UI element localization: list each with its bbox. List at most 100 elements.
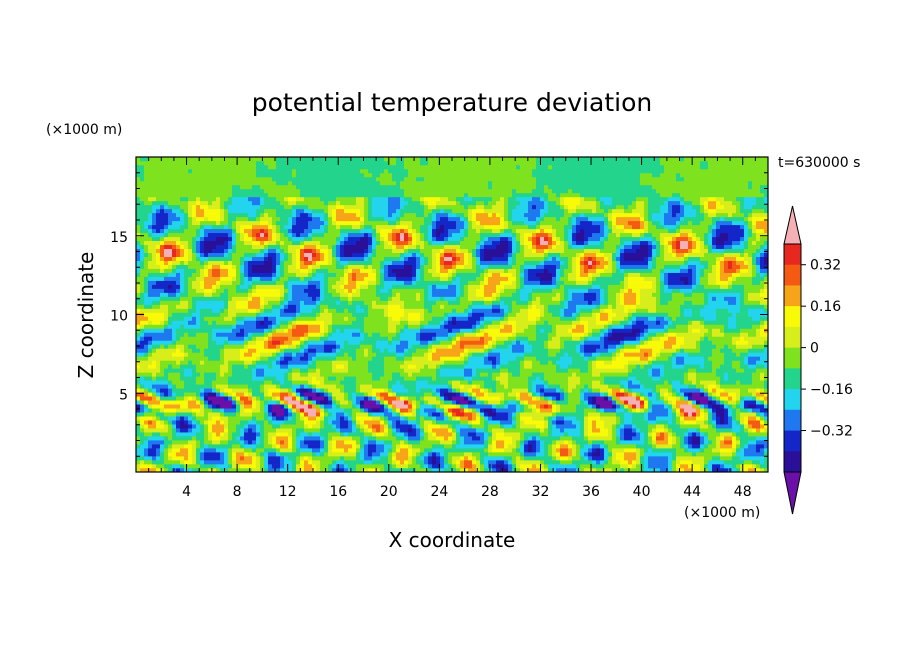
field-cell — [752, 356, 757, 361]
field-cell — [512, 344, 517, 349]
field-cell — [416, 368, 421, 373]
field-cell — [520, 460, 525, 465]
field-cell — [196, 416, 201, 421]
field-cell — [588, 376, 593, 381]
field-cell — [668, 380, 673, 385]
field-cell — [428, 432, 433, 437]
field-cell — [452, 356, 457, 361]
field-cell — [176, 376, 181, 381]
field-cell — [560, 356, 565, 361]
field-cell — [260, 344, 265, 349]
field-cell — [176, 372, 181, 377]
field-cell — [600, 424, 605, 429]
field-cell — [516, 392, 521, 397]
field-cell — [544, 424, 549, 429]
field-cell — [280, 384, 285, 389]
field-cell — [632, 400, 637, 405]
field-cell — [696, 456, 701, 461]
field-cell — [736, 388, 741, 393]
field-cell — [380, 448, 385, 453]
field-cell — [708, 436, 713, 441]
field-cell — [260, 360, 265, 365]
field-cell — [652, 460, 657, 465]
field-cell — [576, 384, 581, 389]
field-cell — [340, 404, 345, 409]
field-cell — [432, 420, 437, 425]
field-cell — [192, 436, 197, 441]
field-cell — [320, 388, 325, 393]
field-cell — [140, 420, 145, 425]
field-cell — [736, 364, 741, 369]
field-cell — [508, 356, 513, 361]
field-cell — [304, 360, 309, 365]
field-cell — [320, 364, 325, 369]
field-cell — [504, 420, 509, 425]
field-cell — [604, 424, 609, 429]
field-cell — [592, 396, 597, 401]
field-cell — [672, 376, 677, 381]
field-cell — [592, 364, 597, 369]
field-cell — [372, 428, 377, 433]
field-cell — [756, 388, 761, 393]
field-cell — [288, 460, 293, 465]
field-cell — [760, 452, 765, 457]
field-cell — [352, 368, 357, 373]
field-cell — [440, 388, 445, 393]
field-cell — [328, 356, 333, 361]
field-cell — [744, 412, 749, 417]
field-cell — [232, 388, 237, 393]
field-cell — [580, 348, 585, 353]
field-cell — [568, 448, 573, 453]
field-cell — [156, 468, 161, 473]
field-cell — [384, 400, 389, 405]
field-cell — [748, 460, 753, 465]
field-cell — [236, 428, 241, 433]
field-cell — [496, 424, 501, 429]
field-cell — [608, 368, 613, 373]
field-cell — [688, 400, 693, 405]
field-cell — [312, 448, 317, 453]
field-cell — [200, 432, 205, 437]
field-cell — [312, 456, 317, 461]
field-cell — [388, 432, 393, 437]
field-cell — [460, 424, 465, 429]
field-cell — [160, 432, 165, 437]
field-cell — [508, 368, 513, 373]
field-cell — [524, 468, 529, 473]
field-cell — [456, 424, 461, 429]
field-cell — [676, 436, 681, 441]
field-cell — [412, 344, 417, 349]
field-cell — [752, 428, 757, 433]
field-cell — [352, 364, 357, 369]
field-cell — [476, 404, 481, 409]
field-cell — [532, 380, 537, 385]
field-cell — [224, 392, 229, 397]
field-cell — [256, 364, 261, 369]
field-cell — [392, 392, 397, 397]
field-cell — [340, 384, 345, 389]
field-cell — [440, 448, 445, 453]
field-cell — [180, 420, 185, 425]
field-cell — [692, 464, 697, 469]
field-cell — [456, 372, 461, 377]
field-cell — [456, 464, 461, 469]
field-cell — [700, 432, 705, 437]
field-cell — [308, 416, 313, 421]
field-cell — [152, 352, 157, 357]
field-cell — [420, 444, 425, 449]
field-cell — [376, 384, 381, 389]
field-cell — [576, 424, 581, 429]
field-cell — [376, 456, 381, 461]
field-cell — [460, 432, 465, 437]
field-cell — [704, 432, 709, 437]
field-cell — [136, 348, 141, 353]
field-cell — [524, 452, 529, 457]
field-cell — [696, 352, 701, 357]
field-cell — [196, 464, 201, 469]
field-cell — [720, 420, 725, 425]
field-cell — [628, 428, 633, 433]
field-cell — [428, 468, 433, 473]
field-cell — [664, 424, 669, 429]
field-cell — [404, 432, 409, 437]
field-cell — [196, 356, 201, 361]
